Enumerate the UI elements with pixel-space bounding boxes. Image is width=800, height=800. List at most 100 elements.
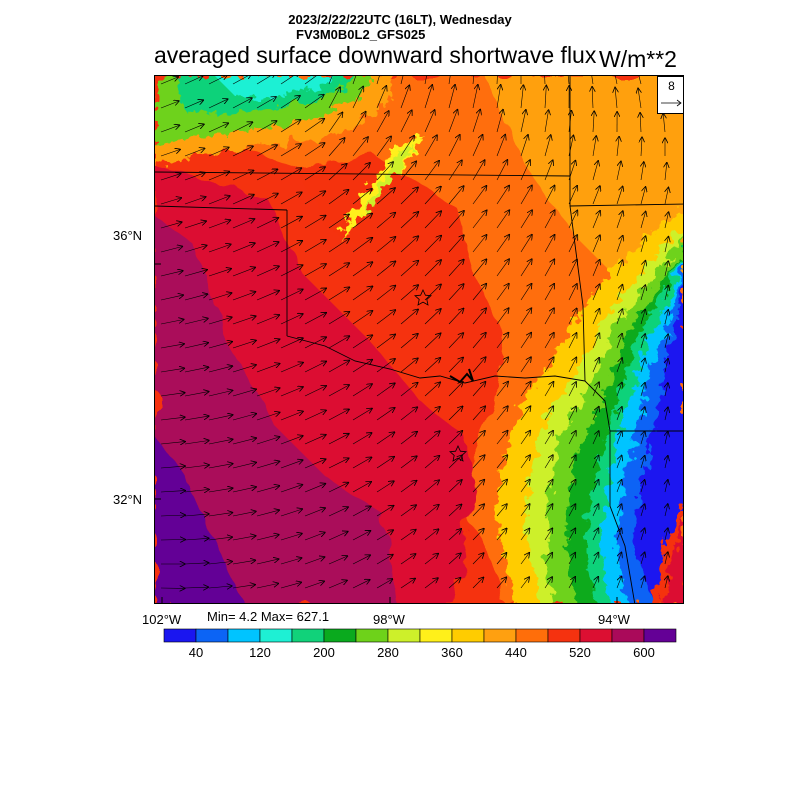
wind-vector xyxy=(424,505,439,517)
wind-vector xyxy=(665,552,668,565)
wind-vector xyxy=(592,87,593,109)
wind-vector xyxy=(160,222,182,229)
wind-vector xyxy=(208,586,232,588)
wind-vector xyxy=(400,579,415,589)
wind-vector xyxy=(304,459,326,469)
wind-vector xyxy=(304,435,326,445)
wind-vector xyxy=(208,293,231,301)
wind-vector xyxy=(280,192,302,205)
wind-vector xyxy=(352,189,372,205)
wind-vector xyxy=(448,110,457,133)
wind-vector xyxy=(424,309,441,325)
wind-vector xyxy=(616,285,622,301)
wind-vector xyxy=(641,553,645,565)
wind-vector xyxy=(304,386,326,397)
colorbar-swatch xyxy=(355,628,389,643)
wind-vector xyxy=(544,76,546,85)
wind-vector xyxy=(328,312,349,325)
wind-vector xyxy=(232,463,256,469)
wind-vector xyxy=(593,111,594,133)
wind-vector xyxy=(280,460,303,469)
wind-vector xyxy=(184,489,209,492)
wind-vector xyxy=(400,187,418,205)
colorbar-label: 40 xyxy=(188,645,204,660)
wind-vector xyxy=(472,76,475,85)
colorbar-label: 360 xyxy=(441,645,463,660)
wind-vector xyxy=(472,160,485,181)
wind-vector xyxy=(448,529,461,541)
model-line: FV3M0B0L2_GFS025 xyxy=(296,27,426,42)
wind-vector xyxy=(520,160,530,181)
wind-vector xyxy=(184,149,204,157)
colorbar-label: 520 xyxy=(569,645,591,660)
wind-vector xyxy=(616,162,621,181)
wind-vector xyxy=(352,335,372,349)
wind-vector xyxy=(665,163,667,181)
wind-vector xyxy=(280,485,302,493)
wind-vector xyxy=(232,389,256,397)
wind-vector xyxy=(616,309,622,325)
wind-vector xyxy=(256,218,278,229)
wind-vector xyxy=(160,491,185,492)
wind-vector xyxy=(544,259,554,277)
wind-vector xyxy=(184,465,209,468)
wind-vector xyxy=(592,260,600,277)
wind-vector xyxy=(616,431,622,445)
wind-vector xyxy=(424,85,432,109)
wind-vector xyxy=(352,531,370,541)
wind-vector xyxy=(376,111,389,133)
wind-vector xyxy=(616,236,623,253)
wind-vector xyxy=(160,198,181,205)
wind-vector xyxy=(496,259,509,277)
wind-vector xyxy=(208,537,232,540)
wind-vector xyxy=(232,98,252,109)
wind-vector xyxy=(328,164,347,181)
wind-vector xyxy=(544,308,554,325)
wind-vector xyxy=(544,357,554,373)
wind-vector xyxy=(160,466,185,468)
colorbar-swatch xyxy=(643,628,677,643)
wind-vector xyxy=(208,269,231,277)
wind-vector xyxy=(641,504,645,517)
wind-vector xyxy=(640,261,645,277)
wind-vector xyxy=(496,480,507,493)
wind-vector xyxy=(616,383,622,397)
shading-520-north xyxy=(295,156,475,306)
wind-vector xyxy=(616,187,623,205)
wind-vector xyxy=(280,314,303,325)
wind-vector xyxy=(640,113,641,133)
wind-vector xyxy=(232,292,255,301)
lat-label-36n: 36°N xyxy=(113,228,143,243)
wind-vector xyxy=(352,112,366,133)
wind-vector xyxy=(665,528,668,541)
colorbar-label: 600 xyxy=(633,645,655,660)
wind-vector xyxy=(568,161,575,181)
wind-vector xyxy=(208,76,227,85)
wind-vector xyxy=(208,148,229,157)
wind-vector xyxy=(665,504,668,517)
wind-vector xyxy=(328,190,348,205)
wind-vector xyxy=(545,86,546,109)
wind-vector xyxy=(568,235,577,253)
wind-vector xyxy=(616,358,622,373)
wind-vector xyxy=(208,123,228,133)
wind-vector xyxy=(592,186,600,205)
wind-vector xyxy=(280,509,302,517)
wind-vector xyxy=(280,436,303,445)
wind-vector xyxy=(665,408,668,421)
wind-vector xyxy=(568,136,573,157)
wind-vector xyxy=(256,461,279,469)
wind-vector xyxy=(400,530,416,541)
wind-vector xyxy=(184,319,208,325)
wind-vector xyxy=(472,308,486,325)
wind-vector xyxy=(352,262,372,277)
wind-vector xyxy=(544,135,551,157)
wind-vector xyxy=(424,187,441,205)
wind-vector xyxy=(400,383,418,397)
wind-vector xyxy=(616,334,622,349)
wind-vector xyxy=(376,261,395,277)
wind-vector xyxy=(328,239,349,253)
wind-vector xyxy=(232,560,255,565)
wind-vector xyxy=(665,237,668,253)
star-icon xyxy=(449,445,467,462)
